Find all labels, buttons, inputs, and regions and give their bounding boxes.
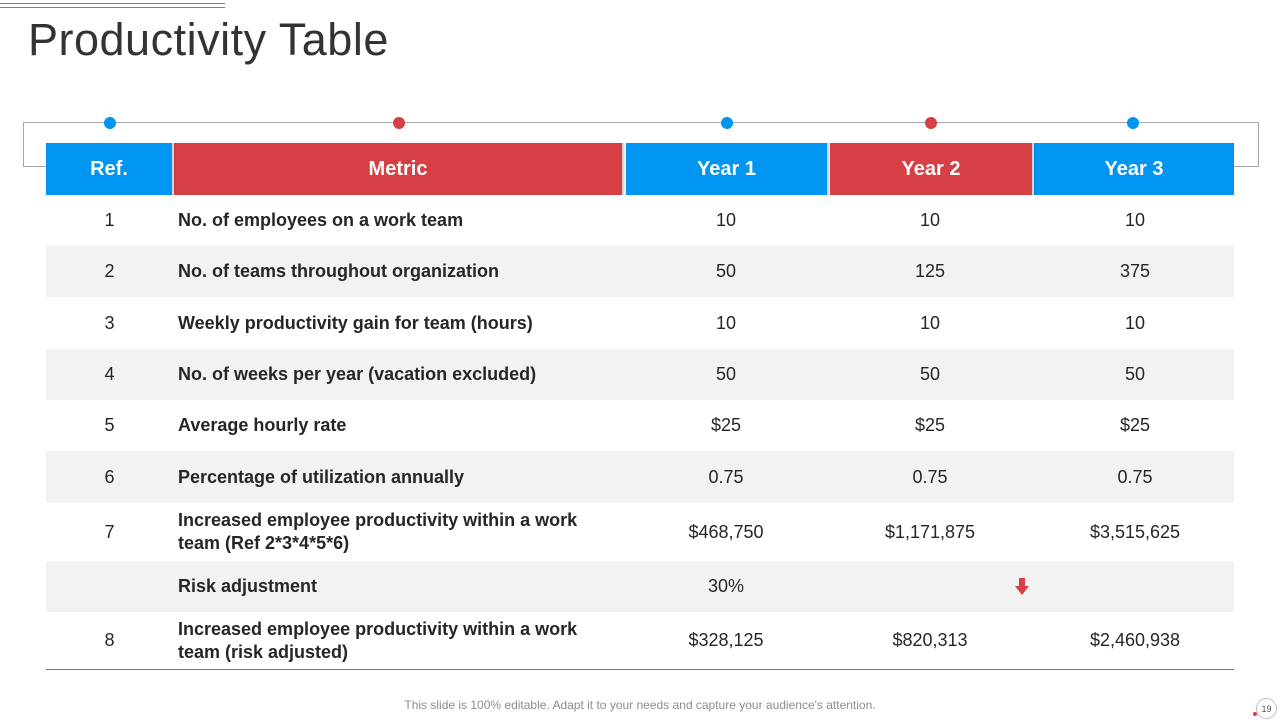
header-metric: Metric [174, 143, 622, 195]
cell-ref: 4 [104, 364, 115, 384]
cell-year-1: 10 [715, 312, 737, 333]
cell-metric: Weekly productivity gain for team (hours… [178, 312, 533, 333]
table-row: 3 Weekly productivity gain for team (hou… [46, 297, 1234, 349]
cell-year-2: 10 [919, 210, 941, 230]
page-number: 19 [1256, 698, 1277, 719]
cell-year-1: $468,750 [688, 521, 764, 542]
cell-year-2: 125 [914, 261, 946, 281]
cell-metric: Average hourly rate [178, 415, 347, 435]
table-row: 8 Increased employee productivity within… [46, 612, 1234, 669]
cell-year-1: $328,125 [688, 630, 764, 650]
cell-metric: Risk adjustment [178, 576, 318, 596]
connector-stub-right [1234, 166, 1259, 167]
cell-ref: 1 [104, 210, 115, 230]
header-year-2: Year 2 [830, 143, 1032, 195]
cell-year-1: $25 [710, 415, 742, 435]
cell-year-3: 0.75 [1117, 466, 1153, 487]
cell-metric: Increased employee productivity within a… [178, 618, 578, 662]
connector-dot-year3 [1127, 117, 1139, 129]
table-row: 4 No. of weeks per year (vacation exclud… [46, 349, 1234, 400]
page-title: Productivity Table [28, 14, 389, 65]
cell-year-3: $3,515,625 [1089, 521, 1181, 542]
header-ref: Ref. [46, 143, 172, 195]
header-divider [622, 143, 626, 195]
cell-ref [46, 561, 173, 612]
header-divider [172, 143, 176, 195]
cell-year-2: 0.75 [912, 466, 948, 487]
connector-dot-ref [104, 117, 116, 129]
connector-line-left [23, 122, 24, 167]
page-number-dot [1253, 712, 1257, 716]
cell-metric: Percentage of utilization annually [178, 466, 465, 487]
cell-ref: 3 [104, 312, 115, 333]
top-accent-rule [0, 7, 225, 8]
cell-year-3: 10 [1124, 210, 1146, 230]
table-row: Risk adjustment 30% [46, 561, 1234, 612]
cell-metric: No. of employees on a work team [178, 210, 464, 230]
cell-year-3: 10 [1124, 312, 1146, 333]
cell-ref: 6 [104, 466, 115, 487]
cell-year-2: 10 [919, 312, 941, 333]
cell-year-3: $25 [1119, 415, 1151, 435]
connector-line-top [23, 122, 1259, 123]
table-bottom-rule [46, 669, 1234, 670]
header-divider [1032, 143, 1036, 195]
header-divider [827, 143, 831, 195]
cell-year-1: 50 [715, 261, 737, 281]
cell-year-1: 10 [715, 210, 737, 230]
cell-year-3: $2,460,938 [1089, 630, 1181, 650]
connector-stub-left [23, 166, 46, 167]
cell-year-3: 375 [1119, 261, 1151, 281]
header-year-3: Year 3 [1034, 143, 1234, 195]
cell-year-1: 30% [707, 576, 745, 596]
cell-year-2: $820,313 [892, 630, 968, 650]
table-row: 1 No. of employees on a work team 10 10 … [46, 195, 1234, 246]
connector-dot-year1 [721, 117, 733, 129]
table-row: 2 No. of teams throughout organization 5… [46, 246, 1234, 297]
cell-year-2: 50 [919, 364, 941, 384]
cell-year-1: 0.75 [708, 466, 744, 487]
connector-dot-year2 [925, 117, 937, 129]
footer-note: This slide is 100% editable. Adapt it to… [404, 698, 876, 712]
table-row: 6 Percentage of utilization annually 0.7… [46, 451, 1234, 503]
cell-year-3: 50 [1124, 364, 1146, 384]
cell-year-2: $1,171,875 [884, 521, 976, 542]
table-row: 7 Increased employee productivity within… [46, 503, 1234, 561]
arrow-down-icon [1014, 561, 1030, 612]
cell-year-2: $25 [914, 415, 946, 435]
cell-ref: 7 [104, 521, 115, 542]
table-row: 5 Average hourly rate $25 $25 $25 [46, 400, 1234, 451]
cell-ref: 8 [104, 630, 115, 650]
cell-metric: Increased employee productivity within a… [178, 510, 578, 553]
connector-line-right [1258, 122, 1259, 167]
cell-metric: No. of teams throughout organization [178, 261, 499, 281]
cell-ref: 2 [104, 261, 115, 281]
connector-dot-metric [393, 117, 405, 129]
cell-year-1: 50 [715, 364, 737, 384]
cell-ref: 5 [104, 415, 115, 435]
header-year-1: Year 1 [626, 143, 827, 195]
cell-metric: No. of weeks per year (vacation excluded… [178, 364, 537, 384]
top-accent-rule [0, 3, 225, 4]
